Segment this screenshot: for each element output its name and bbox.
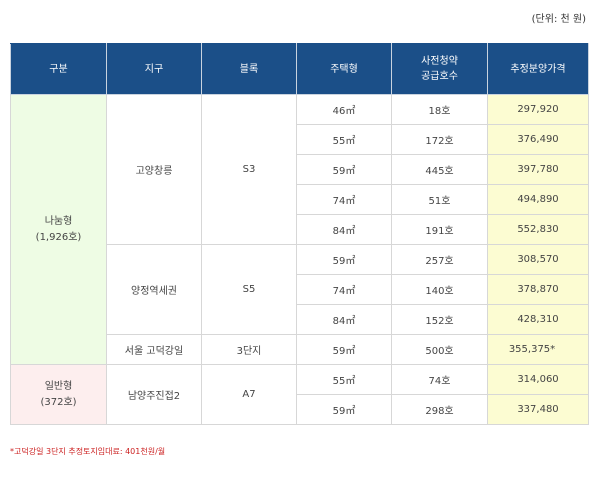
block-cell: A7 [201,364,297,425]
type-cell: 59㎡ [296,154,392,185]
district-cell: 서울 고덕강일 [106,334,202,365]
header-district: 지구 [106,43,202,95]
table-header-row: 구분 지구 블록 주택형 사전청약 공급호수 추정분양가격 [10,43,589,95]
type-cell: 55㎡ [296,124,392,155]
block-cell: 3단지 [201,334,297,365]
price-cell: 378,870 [487,274,589,305]
price-cell: 308,570 [487,244,589,275]
units-cell: 500호 [391,334,488,365]
category-nanum-label: 나눔형 [44,215,73,227]
units-cell: 74호 [391,364,488,395]
table-row: 55㎡ 172호 376,490 [11,124,589,155]
price-cell: 314,060 [487,364,589,395]
type-cell: 84㎡ [296,214,392,245]
type-cell: 46㎡ [296,94,392,125]
category-ilban-total: (372호) [40,396,77,408]
district-cell: 양정역세권 [106,244,202,335]
units-cell: 298호 [391,394,488,425]
units-cell: 445호 [391,154,488,185]
units-cell: 18호 [391,94,488,125]
header-category: 구분 [10,43,107,95]
units-cell: 51호 [391,184,488,215]
price-cell: 376,490 [487,124,589,155]
table-row: 나눔형 (1,926호) 고양창릉 S3 46㎡ 18호 297,920 [10,94,589,365]
footnote: *고덕강일 3단지 추정토지임대료: 401천원/월 [10,447,166,456]
units-cell: 152호 [391,304,488,335]
category-nanum-total: (1,926호) [35,231,82,243]
block-cell: S5 [201,244,297,335]
type-cell: 55㎡ [296,364,392,395]
price-cell: 337,480 [487,394,589,425]
units-cell: 191호 [391,214,488,245]
pricing-table: 구분 지구 블록 주택형 사전청약 공급호수 추정분양가격 나눔형 (1,926… [10,43,589,425]
units-cell: 257호 [391,244,488,275]
units-cell: 172호 [391,124,488,155]
unit-note: (단위: 천 원) [531,14,586,25]
type-cell: 59㎡ [296,334,392,365]
price-cell: 428,310 [487,304,589,335]
block-cell: S3 [201,94,297,245]
table-row: 59㎡ 298호 337,480 [11,394,589,425]
table-row: 서울 고덕강일 3단지 59㎡ 500호 355,375* [11,334,589,365]
table-row: 84㎡ 152호 428,310 [11,304,589,335]
table-row: 59㎡ 445호 397,780 [11,154,589,185]
type-cell: 59㎡ [296,394,392,425]
header-price: 추정분양가격 [487,43,589,95]
category-ilban: 일반형 (372호) [10,364,107,425]
header-units: 사전청약 공급호수 [391,43,488,95]
district-cell: 남양주진접2 [106,364,202,425]
price-cell: 494,890 [487,184,589,215]
header-type: 주택형 [296,43,392,95]
type-cell: 59㎡ [296,244,392,275]
district-cell: 고양창릉 [106,94,202,245]
price-cell: 297,920 [487,94,589,125]
category-ilban-label: 일반형 [44,380,73,392]
header-units-line1: 사전청약 [421,56,458,67]
table-row: 일반형 (372호) 남양주진접2 A7 55㎡ 74호 314,060 [10,364,589,425]
table-row: 74㎡ 51호 494,890 [11,184,589,215]
table-row: 양정역세권 S5 59㎡ 257호 308,570 [11,244,589,335]
header-units-line2: 공급호수 [421,71,458,82]
type-cell: 74㎡ [296,274,392,305]
type-cell: 74㎡ [296,184,392,215]
type-cell: 84㎡ [296,304,392,335]
units-cell: 140호 [391,274,488,305]
price-cell: 355,375* [487,334,589,365]
category-nanum: 나눔형 (1,926호) [10,94,107,365]
header-block: 블록 [201,43,297,95]
price-cell: 397,780 [487,154,589,185]
table-row: 84㎡ 191호 552,830 [11,214,589,245]
table-row: 74㎡ 140호 378,870 [11,274,589,305]
price-cell: 552,830 [487,214,589,245]
